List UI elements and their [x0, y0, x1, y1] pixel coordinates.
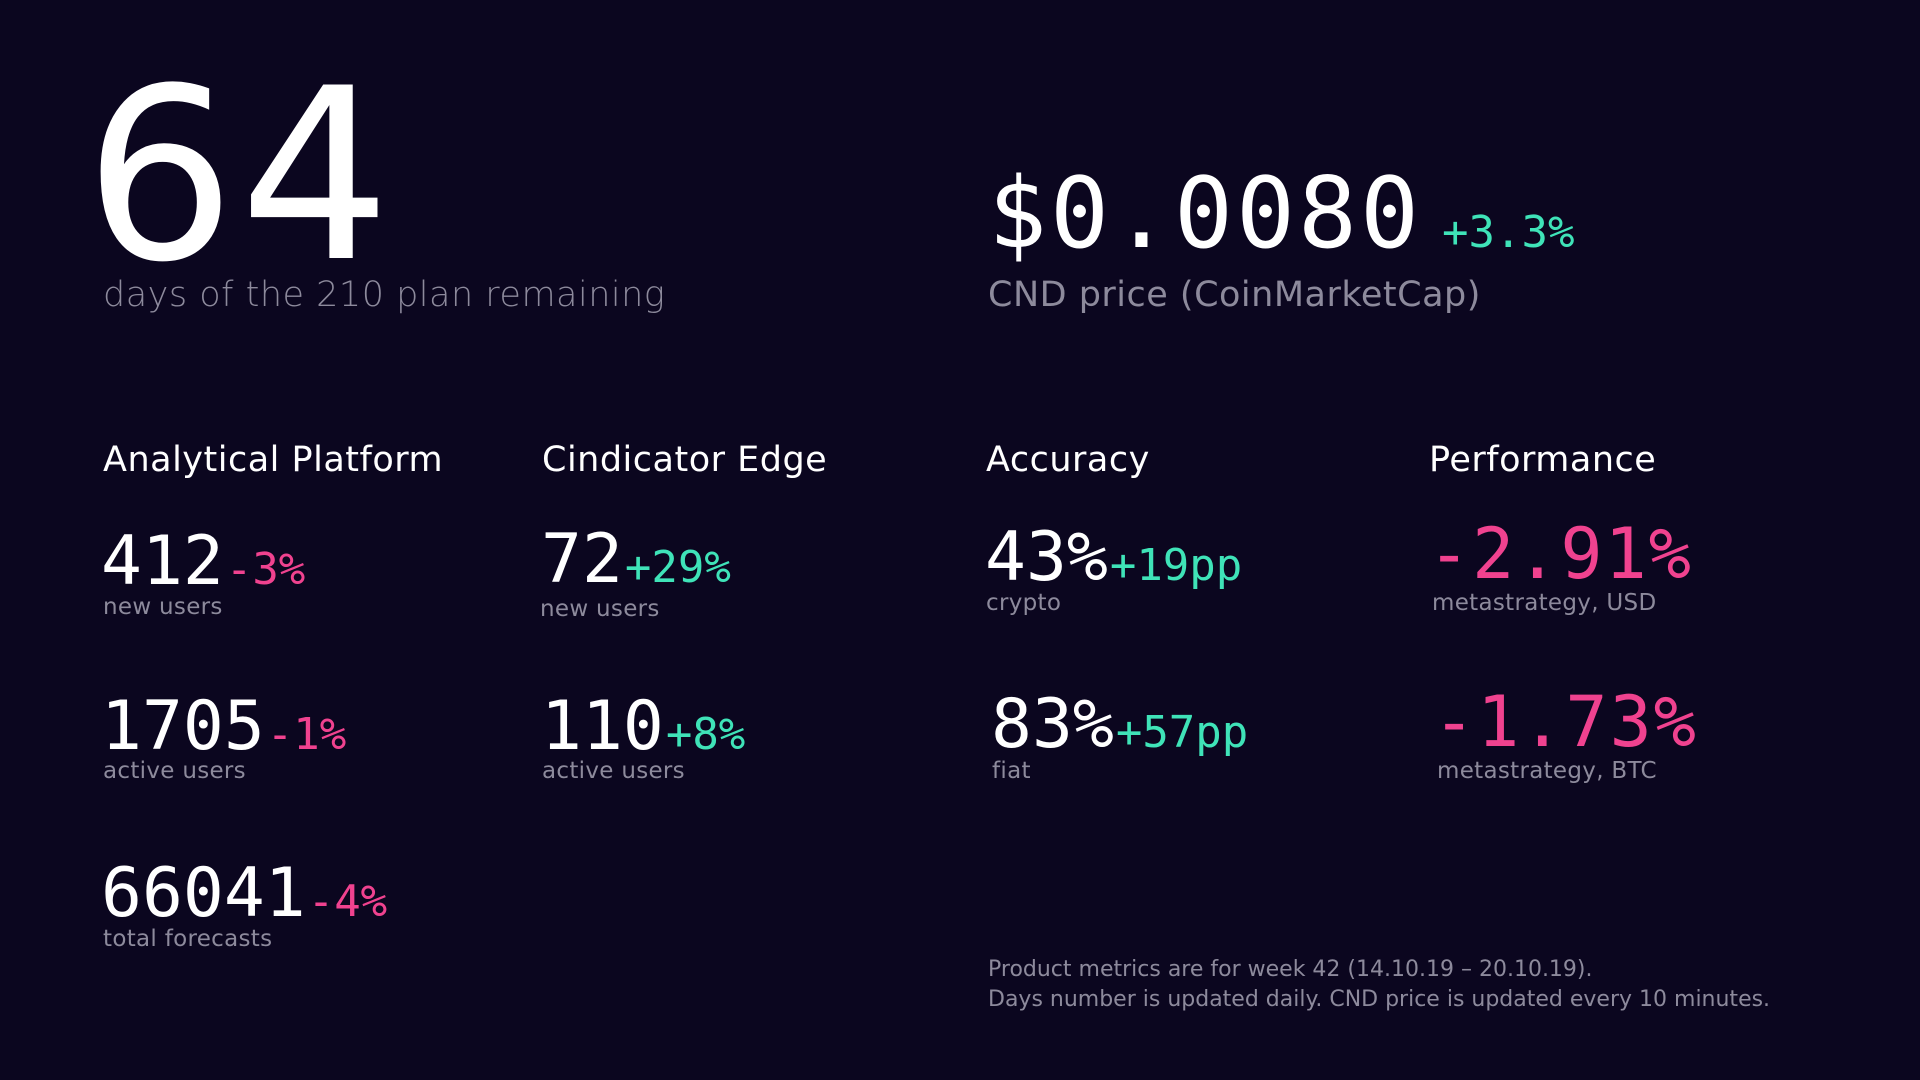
metric-value: 43% [985, 518, 1108, 597]
metric-value: -2.91% [1428, 513, 1693, 595]
metric-change: +57pp [1115, 707, 1249, 758]
metric-label: metastrategy, BTC [1437, 758, 1657, 784]
cnd-price-caption: CND price (CoinMarketCap) [988, 275, 1481, 315]
metric-label: total forecasts [103, 926, 273, 952]
cnd-price: $0.0080 +3.3% [988, 165, 1574, 263]
metric-ce-active-users: 110+8% [541, 693, 745, 761]
metric-change: -1% [266, 709, 347, 760]
footnote: Product metrics are for week 42 (14.10.1… [988, 955, 1770, 1015]
days-remaining-caption: days of the 210 plan remaining [103, 275, 666, 315]
metric-change: +19pp [1109, 540, 1243, 591]
section-title-analytical-platform: Analytical Platform [103, 440, 444, 480]
metric-change: +8% [665, 709, 746, 760]
cnd-price-value: $0.0080 [988, 157, 1423, 271]
metric-label: crypto [986, 590, 1062, 616]
metric-label: new users [540, 596, 660, 622]
metric-value: 412 [101, 522, 224, 601]
metric-accuracy-fiat: 83%+57pp [991, 691, 1248, 759]
metric-value: 83% [991, 685, 1114, 764]
metric-value: 110 [541, 687, 664, 766]
section-title-accuracy: Accuracy [986, 440, 1150, 480]
footnote-line-1: Product metrics are for week 42 (14.10.1… [988, 957, 1593, 982]
metric-change: -4% [307, 876, 388, 927]
metric-performance-usd: -2.91% [1428, 519, 1693, 589]
cnd-price-change: +3.3% [1442, 207, 1575, 258]
metric-label: fiat [992, 758, 1031, 784]
metric-ce-new-users: 72+29% [541, 526, 731, 594]
metric-label: new users [103, 594, 223, 620]
metric-ap-active-users: 1705-1% [101, 693, 346, 761]
metric-value: -1.73% [1433, 681, 1698, 763]
metric-ap-new-users: 412-3% [101, 528, 305, 596]
metric-value: 66041 [101, 854, 306, 933]
metric-label: active users [103, 758, 246, 784]
footnote-line-2: Days number is updated daily. CND price … [988, 987, 1771, 1012]
metric-value: 1705 [101, 687, 265, 766]
metric-label: metastrategy, USD [1432, 590, 1657, 616]
section-title-performance: Performance [1429, 440, 1657, 480]
metric-change: +29% [624, 542, 731, 593]
metric-ap-total-forecasts: 66041-4% [101, 860, 387, 928]
days-remaining-value: 64 [84, 38, 395, 315]
metric-change: -3% [225, 544, 306, 595]
metric-accuracy-crypto: 43%+19pp [985, 524, 1242, 592]
metric-label: active users [542, 758, 685, 784]
metric-value: 72 [541, 520, 623, 599]
metric-performance-btc: -1.73% [1433, 687, 1698, 757]
section-title-cindicator-edge: Cindicator Edge [542, 440, 828, 480]
